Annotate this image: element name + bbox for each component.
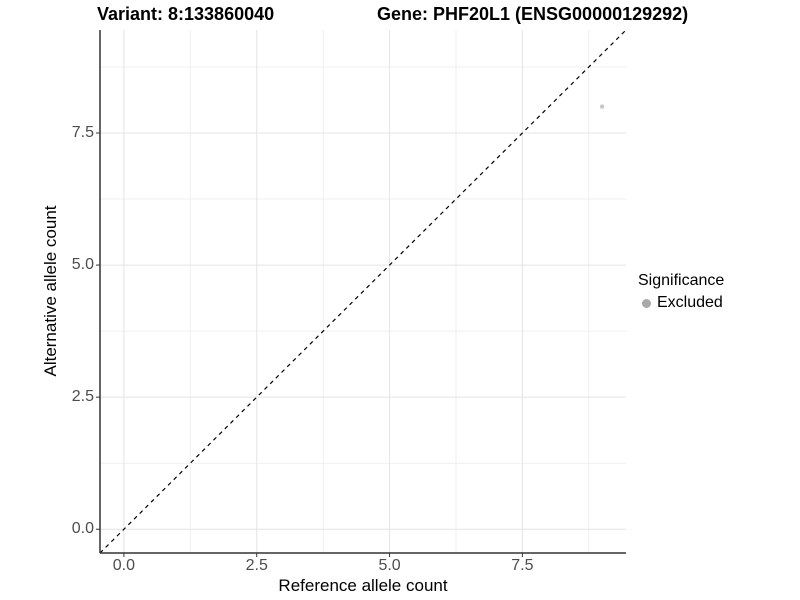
legend-item-excluded: Excluded bbox=[638, 294, 724, 312]
x-tick-label: 7.5 bbox=[511, 557, 534, 574]
legend-point-icon bbox=[642, 298, 651, 308]
plot-title-gene: Gene: PHF20L1 (ENSG00000129292) bbox=[377, 4, 689, 24]
plot-title-variant: Variant: 8:133860040 bbox=[97, 4, 275, 24]
data-point bbox=[599, 104, 605, 109]
identity-line bbox=[99, 29, 627, 554]
x-axis-title: Reference allele count bbox=[278, 576, 448, 595]
y-tick-label: 2.5 bbox=[71, 388, 94, 406]
legend-title: Significance bbox=[638, 272, 725, 289]
legend-item-label: Excluded bbox=[657, 294, 723, 311]
x-tick-label: 5.0 bbox=[378, 557, 401, 574]
legend: Significance Excluded bbox=[638, 272, 724, 312]
y-tick-label: 7.5 bbox=[71, 124, 94, 141]
x-tick-label: 0.0 bbox=[112, 557, 136, 574]
y-axis-title: Alternative allele count bbox=[41, 205, 60, 377]
y-tick-label: 0.0 bbox=[71, 520, 94, 538]
x-tick-label: 2.5 bbox=[245, 557, 268, 574]
y-tick-label: 5.0 bbox=[71, 256, 94, 274]
